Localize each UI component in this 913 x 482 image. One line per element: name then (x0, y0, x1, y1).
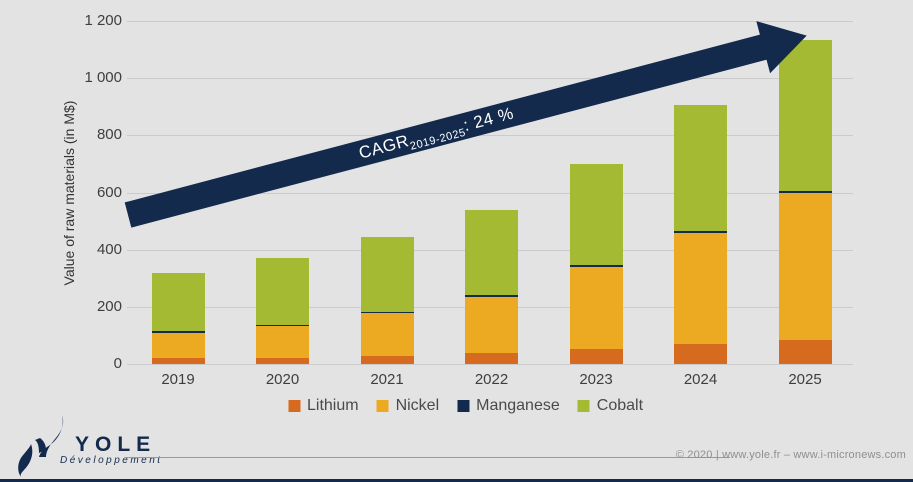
legend-swatch-icon (577, 400, 590, 412)
y-tick-label: 200 (96, 298, 122, 315)
bar-segment-cobalt (360, 236, 414, 312)
bar-segment-manganese (360, 311, 414, 314)
bar-segment-nickel (151, 333, 205, 359)
legend-swatch-icon (457, 400, 470, 412)
x-tick-label: 2022 (474, 371, 509, 388)
bar-segment-manganese (151, 331, 205, 334)
legend-label: Manganese (476, 397, 560, 414)
cagr-trend-arrow: CAGR2019-2025: 24 % (124, 9, 814, 228)
bar-segment-manganese (778, 191, 832, 194)
logo-subtext: Développement (60, 455, 163, 466)
logo-wordmark: YOLE (75, 433, 157, 456)
x-tick-label: 2019 (161, 371, 195, 388)
y-tick-label: 400 (96, 241, 122, 258)
cagr-subscript: 2019-2025 (408, 126, 468, 153)
bar-segment-lithium (360, 355, 414, 364)
legend-item-manganese: Manganese (457, 397, 560, 415)
logo-mark-icon (18, 415, 64, 477)
x-tick-label: 2024 (683, 371, 718, 388)
footer-copyright: © 2020 | www.yole.fr – www.i-micronews.c… (675, 449, 906, 461)
legend-item-lithium: Lithium (287, 397, 359, 415)
gridline (127, 364, 853, 365)
bar-segment-cobalt (256, 258, 309, 325)
bar-segment-cobalt (674, 105, 727, 232)
y-tick-label: 1 000 (84, 69, 122, 86)
gridline (127, 21, 853, 22)
legend: Lithium Nickel Manganese Cobalt (287, 397, 644, 415)
bar-segment-nickel (778, 193, 832, 340)
legend-item-cobalt: Cobalt (577, 397, 644, 415)
y-tick-label: 1 200 (84, 12, 122, 29)
legend-label: Nickel (395, 397, 440, 414)
bar-segment-manganese (569, 264, 623, 267)
legend-swatch-icon (287, 400, 300, 412)
bar-segment-cobalt (778, 39, 832, 192)
bottom-accent-bar (0, 479, 913, 482)
x-tick-label: 2021 (370, 371, 404, 388)
bar-segment-lithium (465, 353, 518, 364)
bar-segment-manganese (256, 324, 309, 327)
yole-logo: YOLE Développement (18, 412, 208, 478)
bar-segment-lithium (778, 339, 832, 364)
bar-segment-cobalt (569, 163, 623, 265)
bar-segment-lithium (569, 349, 623, 364)
x-tick-label: 2025 (788, 371, 822, 388)
y-axis-title: Value of raw materials (in M$) (61, 100, 77, 286)
x-tick-label: 2023 (579, 371, 613, 388)
x-tick-label: 2020 (265, 371, 300, 388)
bar-segment-nickel (674, 233, 727, 344)
bar-segment-lithium (674, 343, 727, 364)
y-tick-label: 800 (96, 126, 122, 143)
arrow-head-icon (756, 9, 814, 74)
bar-segment-lithium (256, 358, 309, 364)
gridline (127, 192, 853, 194)
bar-segment-cobalt (465, 209, 518, 295)
y-tick-label: 600 (96, 184, 122, 201)
legend-swatch-icon (376, 400, 389, 412)
bar-segment-nickel (569, 266, 623, 350)
bar-segment-nickel (465, 296, 518, 354)
legend-label: Lithium (306, 397, 359, 414)
cagr-label: CAGR2019-2025: 24 % (125, 39, 748, 227)
legend-label: Cobalt (596, 397, 644, 414)
bar-segment-cobalt (151, 272, 205, 332)
footer-divider (125, 457, 730, 458)
bar-segment-manganese (674, 231, 727, 234)
gridline (127, 135, 853, 137)
legend-item-nickel: Nickel (376, 397, 440, 415)
bar-segment-nickel (256, 326, 309, 359)
y-tick-label: 0 (113, 355, 122, 372)
bar-segment-manganese (465, 294, 518, 297)
gridline (127, 78, 853, 80)
cagr-value: : 24 % (461, 103, 516, 135)
bar-segment-nickel (360, 313, 414, 356)
bar-segment-lithium (151, 358, 205, 364)
